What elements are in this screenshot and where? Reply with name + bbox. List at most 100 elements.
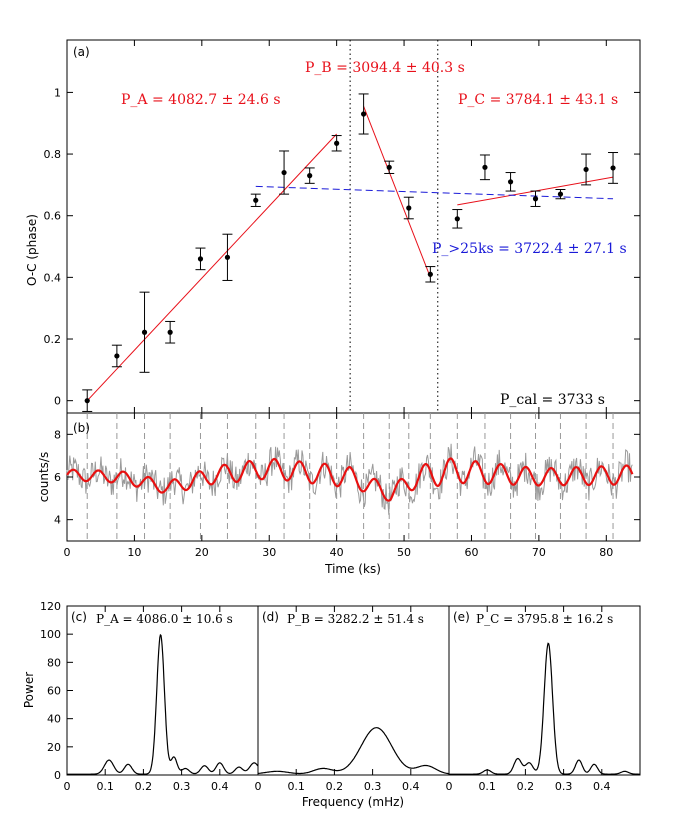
annotation-pcal: P_cal = 3733 s	[500, 392, 605, 408]
panel-a-x-ticks	[66, 40, 607, 413]
y-tick-label: 8	[54, 428, 61, 441]
data-point-2	[139, 291, 150, 373]
data-point-17	[530, 190, 541, 207]
panel-a-ylabel: O-C (phase)	[25, 214, 39, 286]
x-tick-label: 20	[195, 546, 209, 559]
panel-d-periodogram: 0 0.1 0.2 0.3 0.4 (d) P_B = 3282.2 ± 51.4 s	[255, 605, 450, 793]
panel-e-periodogram: 0 0.1 0.2 0.3 0.4 (e) P_C = 3795.8 ± 16.2 s	[446, 605, 641, 793]
y-tick-label: 4	[54, 514, 61, 527]
annotation-pc: P_C = 3784.1 ± 43.1 s	[458, 92, 618, 108]
panel-b-raw-light-curve	[66, 443, 633, 515]
point-marker	[386, 164, 392, 170]
panel-b-xlabel: Time (ks)	[324, 562, 381, 576]
panel-c-power-curve	[67, 633, 259, 775]
point-marker	[361, 111, 367, 117]
point-marker	[334, 140, 340, 146]
data-point-10	[358, 93, 369, 135]
panel-a-oc-diagram: 0 0.2 0.4 0.6 0.8 1 (a) O-C (phase) P_A = 408…	[25, 39, 641, 414]
data-point-9	[331, 135, 342, 152]
point-marker	[84, 398, 90, 404]
data-point-8	[304, 167, 315, 184]
x-tick-label: 0	[446, 780, 453, 793]
panel-e-x-ticks: 0 0.1 0.2 0.3 0.4	[446, 606, 611, 793]
annotation-periodogram-pc: P_C = 3795.8 ± 16.2 s	[476, 612, 613, 626]
x-tick-label: 0.4	[402, 780, 420, 793]
point-marker	[532, 196, 539, 202]
panel-a-y-ticks: 0 0.2 0.4 0.6 0.8 1	[44, 86, 640, 408]
panel-e-label: (e)	[453, 610, 470, 624]
fit-line-A	[86, 133, 338, 402]
panel-b-y-ticks: 4 6 8	[54, 428, 640, 527]
data-point-3	[165, 320, 176, 344]
data-point-15	[479, 154, 490, 181]
annotation-periodogram-pb: P_B = 3282.2 ± 51.4 s	[287, 612, 424, 626]
x-tick-label: 40	[330, 546, 344, 559]
panel-c-y-ticks: 0 20 40 60 80 100 120	[40, 600, 73, 782]
data-point-18	[555, 189, 566, 200]
panel-c-frame	[66, 605, 259, 776]
x-tick-label: 60	[464, 546, 478, 559]
panel-d-frame	[257, 605, 450, 776]
panel-c-x-ticks: 0 0.1 0.2 0.3 0.4	[64, 606, 229, 793]
y-tick-label: 0.4	[44, 271, 62, 284]
x-tick-label: 80	[599, 546, 613, 559]
panel-b-light-curve: 4 6 8 0 10 20 30 40 50 60 70 80 (b) counts/s Time …	[37, 412, 641, 576]
y-tick-label: 0.6	[44, 210, 62, 223]
panel-e-power-curve	[449, 642, 640, 775]
panel-d-x-ticks: 0 0.1 0.2 0.3 0.4	[255, 606, 420, 793]
point-marker	[507, 179, 514, 185]
point-marker	[557, 191, 564, 197]
point-marker	[406, 205, 412, 211]
panel-c-label: (c)	[71, 610, 87, 624]
data-point-14	[452, 209, 463, 229]
data-point-5	[222, 233, 233, 281]
x-tick-label: 0	[64, 780, 71, 793]
y-tick-label: 0.2	[44, 333, 62, 346]
data-point-13	[425, 266, 436, 283]
point-marker	[224, 254, 231, 260]
y-tick-label: 20	[47, 741, 61, 754]
panel-b-ylabel: counts/s	[37, 452, 51, 502]
fit-line-B	[363, 106, 431, 278]
panel-b-x-ticks: 0 10 20 30 40 50 60 70 80	[64, 413, 613, 559]
y-tick-label: 0	[54, 395, 61, 408]
x-tick-label: 0.1	[478, 780, 496, 793]
x-tick-label: 0.1	[287, 780, 305, 793]
point-marker	[114, 353, 120, 359]
panel-d-label: (d)	[262, 610, 279, 624]
point-marker	[610, 165, 616, 171]
point-marker	[253, 197, 259, 203]
x-tick-label: 0.4	[211, 780, 229, 793]
data-point-12	[403, 196, 414, 220]
point-marker	[454, 216, 460, 222]
data-point-0	[82, 389, 93, 412]
panel-b-label: (b)	[73, 421, 90, 435]
x-tick-label: 0.1	[96, 780, 114, 793]
annotation-pa: P_A = 4082.7 ± 24.6 s	[121, 92, 281, 108]
point-marker	[141, 329, 148, 335]
data-point-1	[111, 344, 122, 368]
panel-c-ylabel: Power	[22, 672, 36, 708]
point-marker	[307, 173, 313, 179]
y-tick-label: 60	[47, 685, 61, 698]
point-marker	[167, 329, 173, 335]
data-point-20	[608, 152, 619, 184]
x-tick-label: 0.2	[135, 780, 153, 793]
data-point-19	[581, 153, 592, 186]
panel-a-segment-dividers	[349, 40, 439, 413]
y-tick-label: 0	[54, 769, 61, 782]
point-marker	[281, 169, 287, 176]
point-marker	[583, 166, 589, 173]
fit-line-gt25ks	[255, 185, 614, 200]
panel-e-frame	[448, 605, 641, 776]
panel-a-label: (a)	[73, 45, 90, 59]
data-point-6	[250, 193, 261, 207]
data-point-4	[195, 247, 206, 271]
annotation-p-over-25ks: P_>25ks = 3722.4 ± 27.1 s	[432, 241, 627, 257]
x-tick-label: 50	[397, 546, 411, 559]
bottom-xlabel: Frequency (mHz)	[302, 795, 404, 809]
data-point-7	[279, 150, 290, 195]
y-tick-label: 120	[40, 600, 61, 613]
annotation-periodogram-pa: P_A = 4086.0 ± 10.6 s	[96, 612, 233, 626]
